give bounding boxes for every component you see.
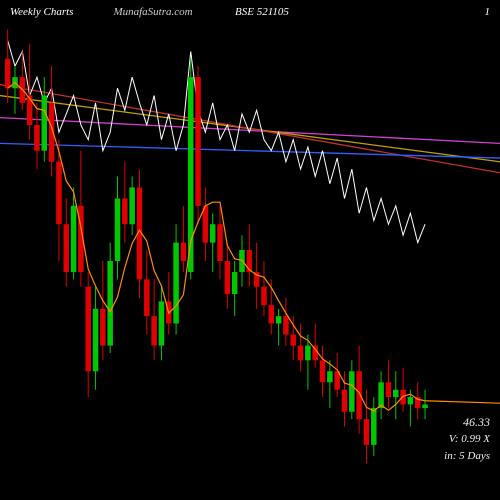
candlestick-chart [0,22,500,500]
symbol-label: BSE 521105 [235,6,289,18]
price-info-panel: 46.33 V: 0.99 X in: 5 Days [444,413,490,464]
last-price: 46.33 [444,413,490,431]
chart-svg [0,22,500,500]
chart-title: Weekly Charts [0,6,73,18]
duration-label: in: 5 Days [444,448,490,465]
chart-header: Weekly Charts MunafaSutra.com BSE 521105… [0,4,500,20]
site-label: MunafaSutra.com [73,6,192,18]
page-number: 1 [485,6,491,18]
volume-label: V: 0.99 X [444,431,490,448]
